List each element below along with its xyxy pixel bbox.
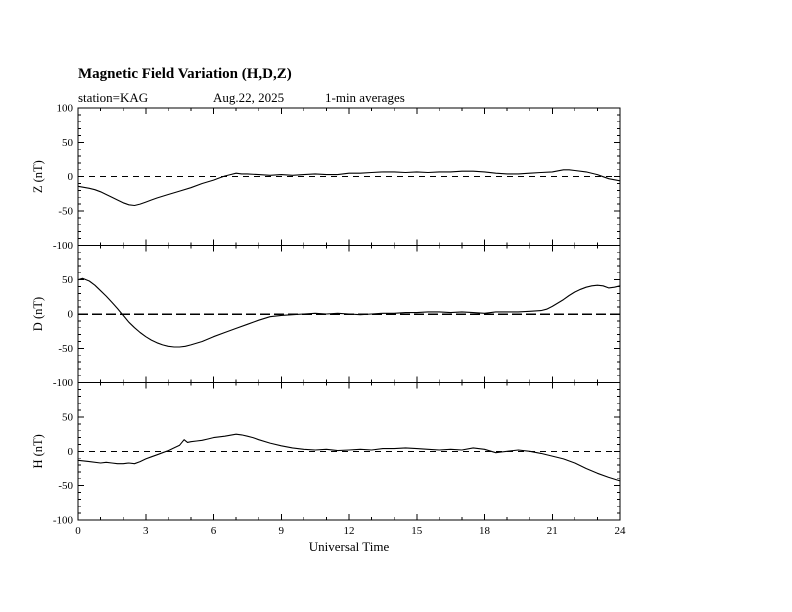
xtick-label: 6: [211, 525, 217, 537]
z-axis-label: Z (nT): [31, 160, 45, 193]
z-ytick-label: 50: [62, 137, 74, 149]
d-ytick-label: 0: [68, 309, 74, 321]
d-ytick-label: -100: [53, 377, 74, 389]
z-ytick-label: 100: [57, 103, 74, 115]
d-ytick-label: 50: [62, 274, 74, 286]
d-series-line: [77, 277, 621, 348]
h-ytick-label: -50: [58, 480, 73, 492]
chart-title: Magnetic Field Variation (H,D,Z): [78, 66, 292, 82]
xtick-label: 0: [75, 525, 81, 537]
xtick-label: 9: [279, 525, 285, 537]
h-axis-label: H (nT): [31, 434, 45, 468]
h-ytick-label: -100: [53, 515, 74, 527]
h-ytick-label: 0: [68, 446, 74, 458]
station-label: station=KAG: [78, 90, 149, 105]
z-ytick-label: 0: [68, 171, 74, 183]
averaging-label: 1-min averages: [325, 90, 405, 105]
xtick-label: 3: [143, 525, 149, 537]
xtick-label: 12: [344, 525, 355, 537]
d-axis-label: D (nT): [31, 297, 45, 331]
xtick-label: 15: [411, 525, 423, 537]
xtick-label: 21: [547, 525, 558, 537]
h-ytick-label: 50: [62, 412, 74, 424]
xtick-label: 18: [479, 525, 491, 537]
date-label: Aug.22, 2025: [213, 90, 285, 105]
z-ytick-label: -100: [53, 240, 74, 252]
d-ytick-label: -50: [58, 343, 73, 355]
z-series-line: [77, 169, 621, 207]
xtick-label: 24: [615, 525, 627, 537]
z-ytick-label: -50: [58, 206, 73, 218]
x-axis-label: Universal Time: [308, 539, 390, 554]
h-series-line: [77, 433, 621, 482]
